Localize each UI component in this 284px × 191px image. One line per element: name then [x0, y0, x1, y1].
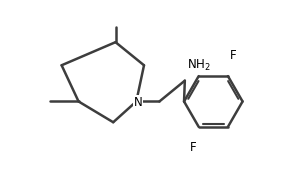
Text: N: N — [133, 96, 142, 109]
Text: F: F — [190, 141, 197, 154]
Text: F: F — [230, 49, 237, 62]
Text: NH$_2$: NH$_2$ — [187, 58, 211, 73]
